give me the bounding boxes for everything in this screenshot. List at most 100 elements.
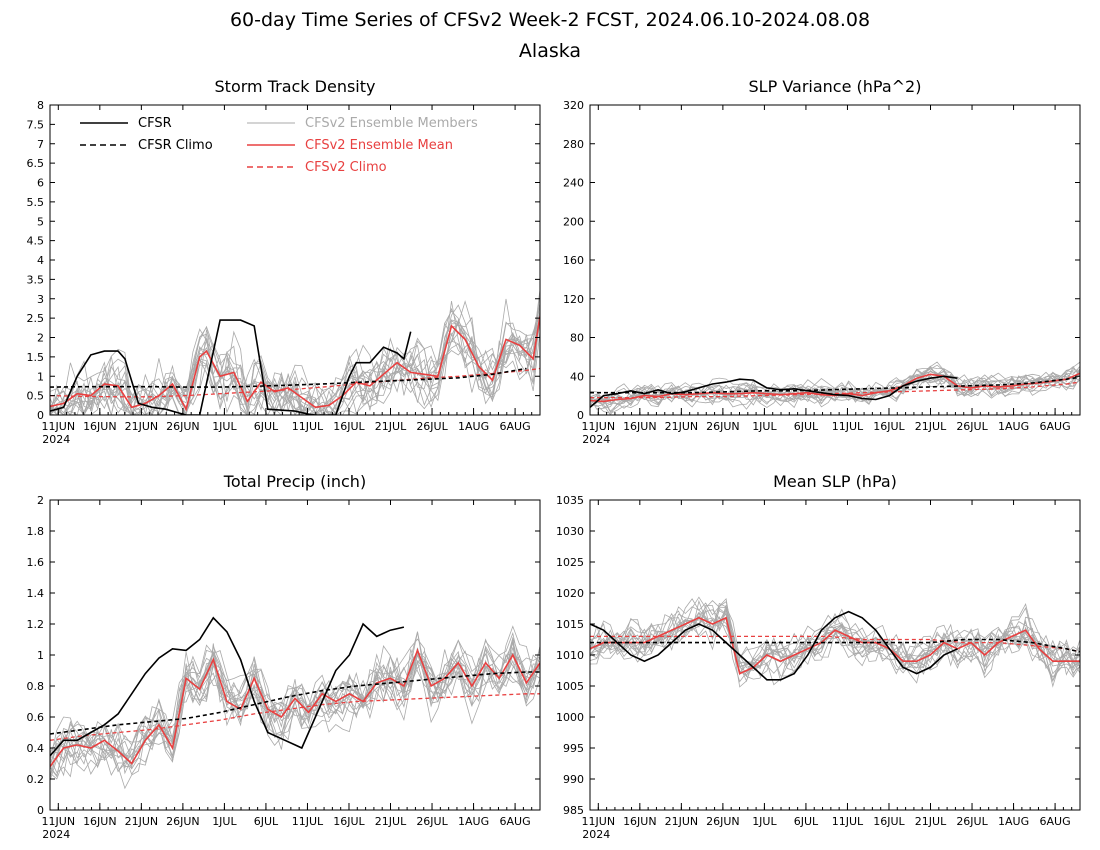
y-tick-label: 3.5 <box>27 273 45 286</box>
y-tick-label: 1030 <box>556 525 584 538</box>
x-tick-label: 16JUL <box>873 815 905 828</box>
x-tick-label: 11JUN <box>42 815 76 828</box>
y-tick-label: 40 <box>570 370 584 383</box>
plot-frame <box>49 104 541 416</box>
y-tick-label: 0 <box>577 409 584 422</box>
cfsr-climo-line <box>50 671 540 735</box>
panel-title-slpvar: SLP Variance (hPa^2) <box>749 77 922 96</box>
x-tick-label: 21JUN <box>125 420 159 433</box>
ensemble-member-line <box>590 602 1080 688</box>
ensemble-member-line <box>50 649 540 779</box>
cfsr-line <box>590 375 958 408</box>
x-tick-label: 26JUL <box>956 815 988 828</box>
y-tick-label: 7 <box>37 138 44 151</box>
y-tick-label: 1.4 <box>27 587 45 600</box>
x-tick-label: 6JUL <box>254 420 279 433</box>
legend-label-ensemble-mean: CFSv2 Ensemble Mean <box>305 138 453 153</box>
y-tick-label: 4.5 <box>27 235 45 248</box>
y-tick-label: 7.5 <box>27 118 45 131</box>
panel-title-meanslp: Mean SLP (hPa) <box>773 472 897 491</box>
y-tick-label: 1000 <box>556 711 584 724</box>
y-tick-label: 240 <box>563 177 584 190</box>
x-tick-label: 6AUG <box>500 815 531 828</box>
cfsr-climo-line <box>590 638 1080 653</box>
ensemble-member-line <box>590 365 1080 406</box>
plot-frame <box>589 104 1081 416</box>
x-tick-label: 26JUN <box>166 420 200 433</box>
y-tick-label: 160 <box>563 254 584 267</box>
y-tick-label: 5 <box>37 215 44 228</box>
y-tick-label: 0.4 <box>27 742 45 755</box>
x-tick-label: 1AUG <box>458 815 489 828</box>
plot-area <box>590 596 1080 688</box>
x-tick-label: 1JUL <box>212 420 237 433</box>
x-tick-label: 16JUN <box>623 815 657 828</box>
y-tick-label: 1.8 <box>27 525 45 538</box>
x-tick-label: 21JUN <box>665 420 699 433</box>
ensemble-mean-line <box>590 616 1080 675</box>
x-tick-label: 1JUL <box>752 815 777 828</box>
y-tick-label: 1015 <box>556 618 584 631</box>
y-tick-label: 2.5 <box>27 312 45 325</box>
ensemble-member-line <box>50 304 540 415</box>
x-year-label: 2024 <box>582 828 610 841</box>
plot-frame <box>589 499 1081 811</box>
y-tick-label: 320 <box>563 99 584 112</box>
x-tick-label: 21JUL <box>915 815 947 828</box>
x-tick-label: 11JUN <box>42 420 76 433</box>
y-tick-label: 80 <box>570 332 584 345</box>
legend-label-cfsv2-climo: CFSv2 Climo <box>305 160 387 175</box>
cfsv2-climo-line <box>590 381 1080 399</box>
y-tick-label: 120 <box>563 293 584 306</box>
y-tick-label: 4 <box>37 254 44 267</box>
x-tick-label: 21JUL <box>375 420 407 433</box>
y-tick-label: 995 <box>563 742 584 755</box>
panel-slpvar: SLP Variance (hPa^2) 0 40 80 120 160 200 240 28… <box>563 77 1081 446</box>
ensemble-member-line <box>590 607 1080 683</box>
ensemble-member-line <box>590 606 1080 686</box>
x-tick-label: 26JUN <box>706 815 740 828</box>
y-tick-label: 1020 <box>556 587 584 600</box>
panel-storm: Storm Track Density 0 0.5 1 1.5 2 2.5 3 3.5 4 4.5… <box>27 77 541 446</box>
x-tick-label: 26JUN <box>706 420 740 433</box>
x-tick-label: 11JUL <box>832 815 864 828</box>
y-tick-label: 6 <box>37 177 44 190</box>
x-tick-label: 1AUG <box>998 815 1029 828</box>
x-tick-label: 6JUL <box>794 815 819 828</box>
plot-precip: 0 0.2 0.4 0.6 0.8 1 1.2 1.4 1.6 1.8 2 11JUN 16JUN 21J… <box>27 494 541 841</box>
legend: CFSR CFSR Climo CFSv2 Ensemble Members C… <box>80 116 478 175</box>
y-tick-label: 2 <box>37 332 44 345</box>
x-tick-label: 11JUL <box>832 420 864 433</box>
x-tick-label: 6AUG <box>500 420 531 433</box>
cfsr-line <box>50 616 405 757</box>
figure-subtitle: Alaska <box>519 40 581 62</box>
x-year-label: 2024 <box>582 433 610 446</box>
x-tick-label: 26JUN <box>166 815 200 828</box>
legend-label-cfsr: CFSR <box>138 116 172 131</box>
cfsr-line <box>590 610 958 681</box>
x-tick-label: 21JUN <box>665 815 699 828</box>
y-tick-label: 0.6 <box>27 711 45 724</box>
y-tick-label: 6.5 <box>27 157 45 170</box>
y-tick-label: 1.5 <box>27 351 45 364</box>
panel-meanslp: Mean SLP (hPa) 985 990 995 1000 1005 1010 1015… <box>556 472 1081 841</box>
cfsr-climo-line <box>50 367 527 388</box>
x-tick-label: 21JUL <box>915 420 947 433</box>
x-tick-label: 11JUN <box>582 420 616 433</box>
ensemble-member-line <box>50 625 540 778</box>
plot-meanslp: 985 990 995 1000 1005 1010 1015 1020 1025 1030 103… <box>556 494 1081 841</box>
x-tick-label: 16JUN <box>83 815 117 828</box>
x-tick-label: 11JUN <box>582 815 616 828</box>
x-tick-label: 1AUG <box>998 420 1029 433</box>
y-tick-label: 8 <box>37 99 44 112</box>
ensemble-member-line <box>590 599 1080 688</box>
ensemble-member-line <box>50 300 540 415</box>
y-tick-label: 990 <box>563 773 584 786</box>
x-tick-label: 26JUL <box>416 815 448 828</box>
y-tick-label: 3 <box>37 293 44 306</box>
legend-label-cfsr-climo: CFSR Climo <box>138 138 213 153</box>
ensemble-member-line <box>590 608 1080 676</box>
y-tick-label: 985 <box>563 804 584 817</box>
cfsv2-climo-line <box>50 367 540 398</box>
panel-precip: Total Precip (inch) 0 0.2 0.4 0.6 0.8 1 1.2 1.4… <box>27 472 541 841</box>
